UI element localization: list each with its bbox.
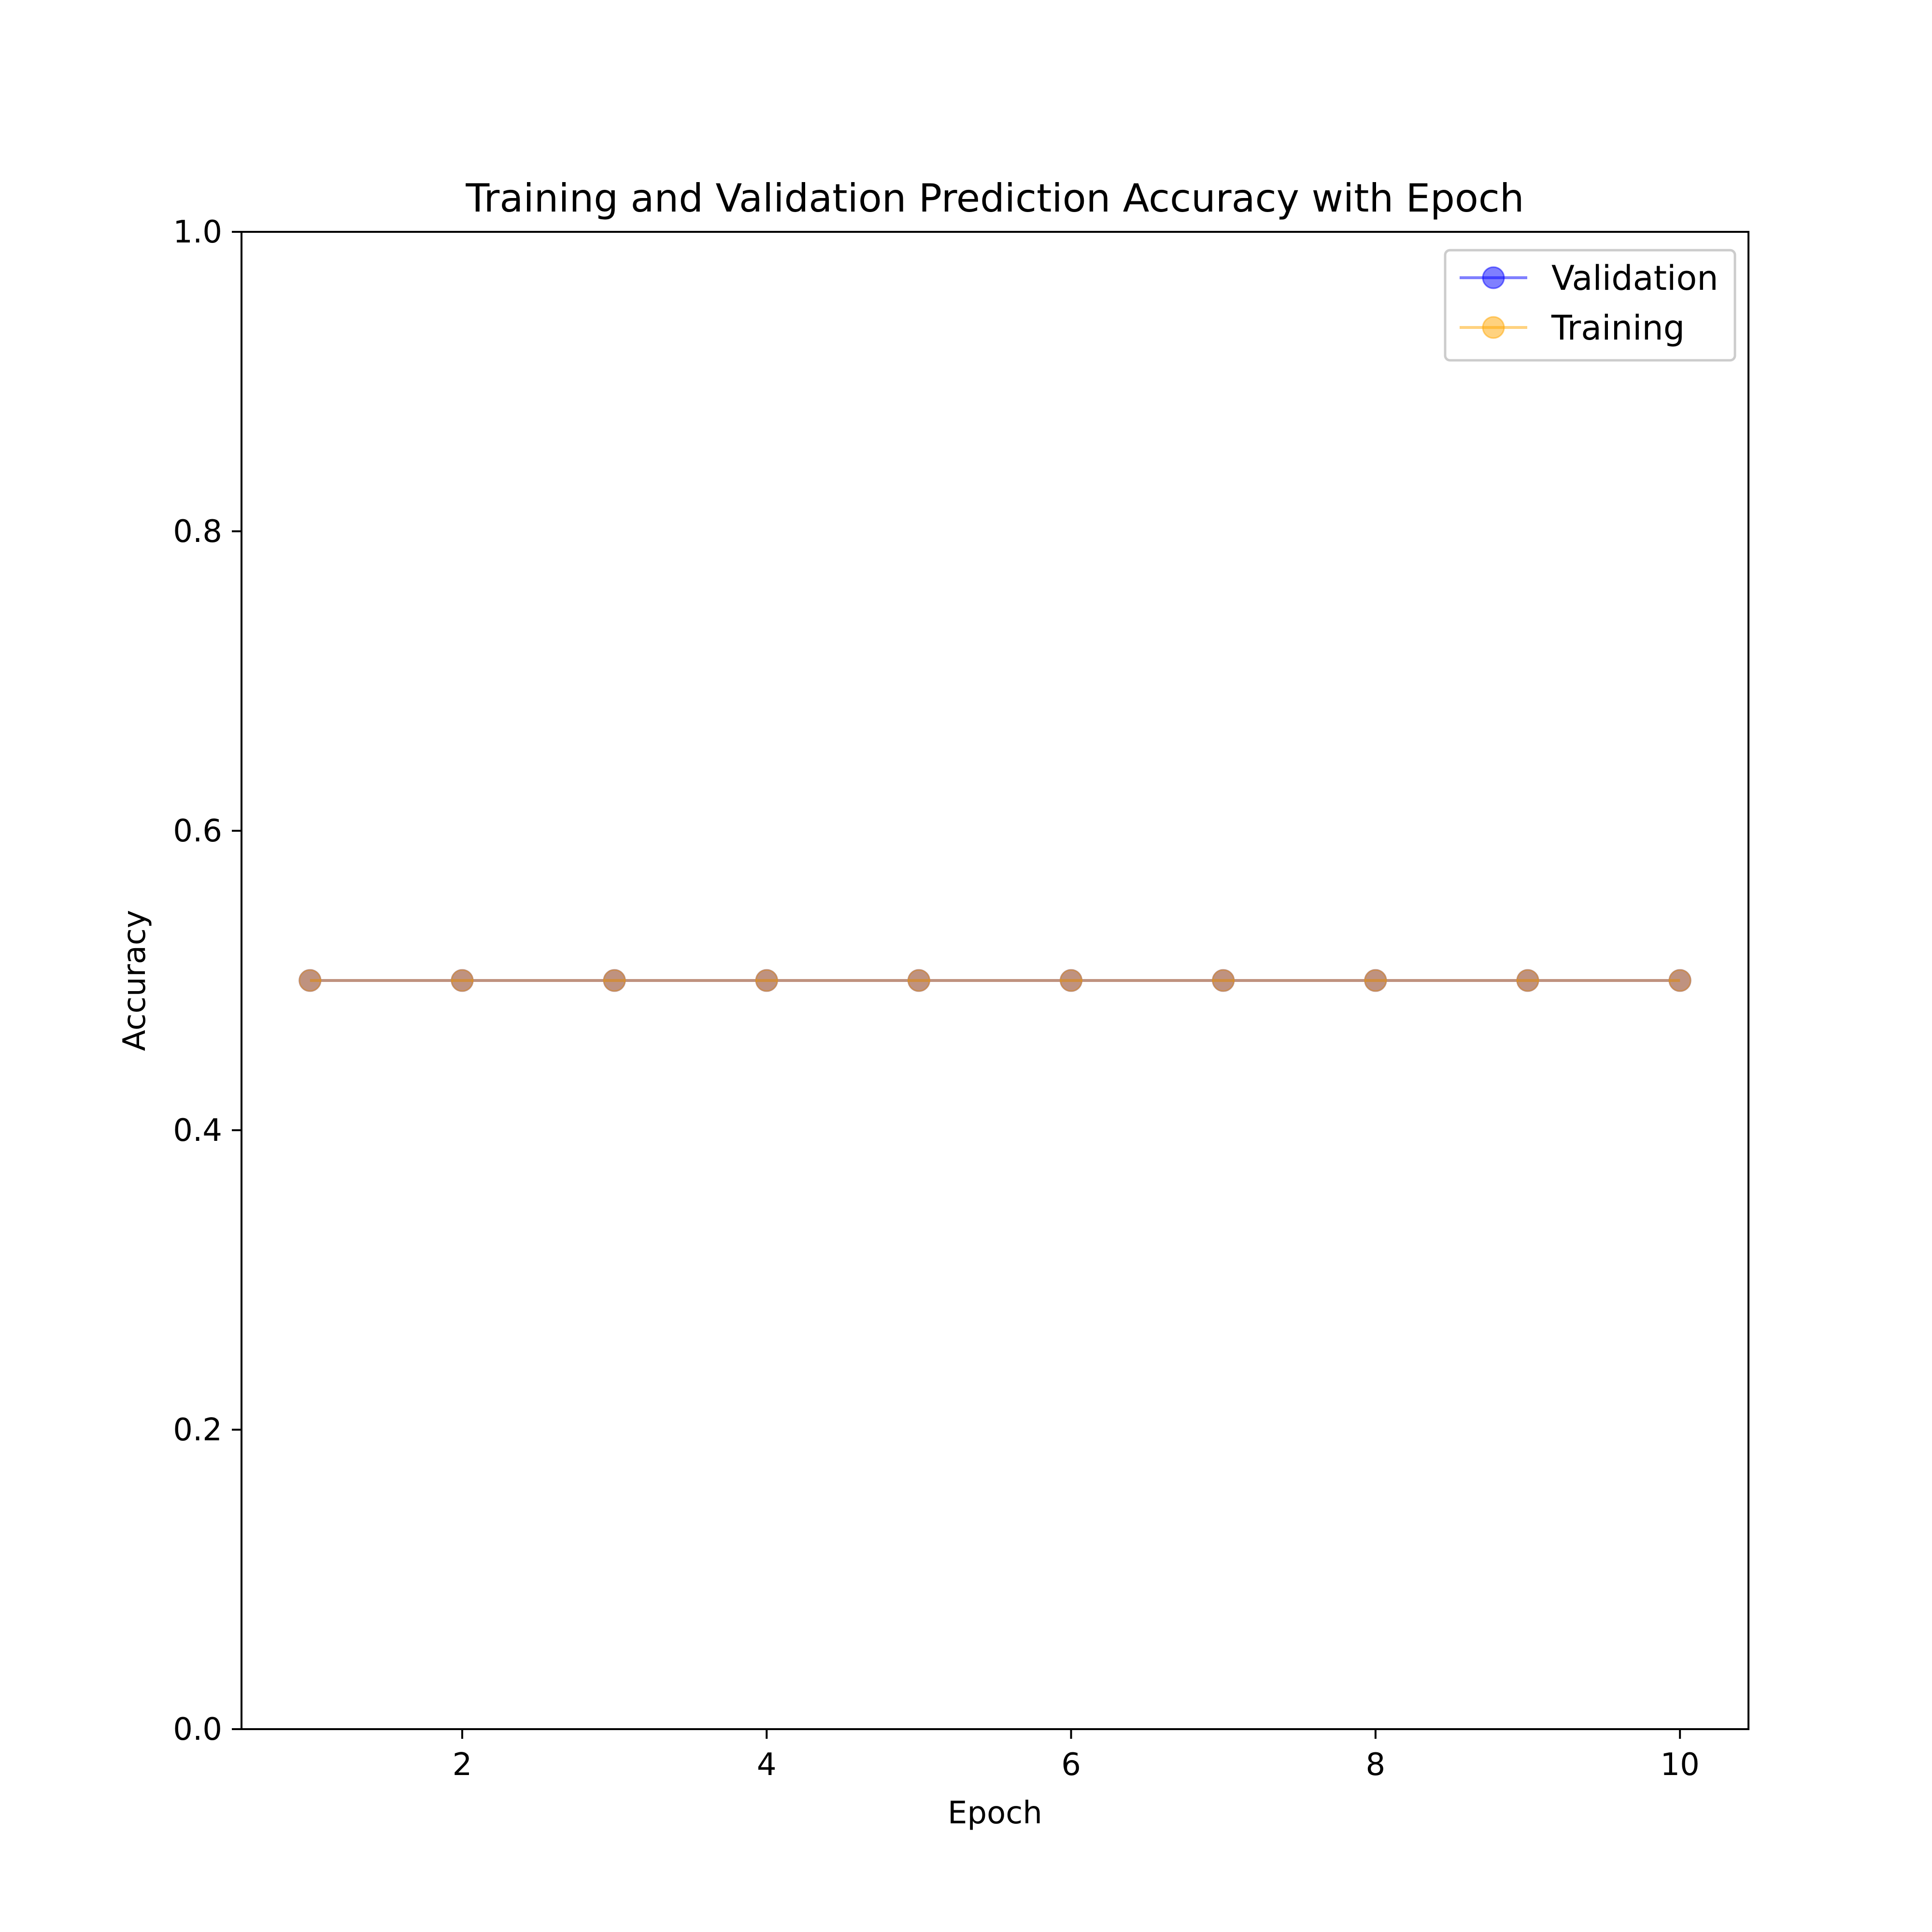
y-axis-label: Accuracy: [117, 910, 153, 1051]
data-point-training: [603, 969, 626, 992]
x-axis: 2 4 6 8 10: [453, 1729, 1700, 1783]
plot-area: [241, 231, 1749, 1730]
y-tick-label: 0.4: [173, 1113, 222, 1149]
x-axis-label: Epoch: [948, 1795, 1042, 1831]
x-tick-label: 8: [1366, 1747, 1386, 1783]
data-point-training: [1668, 969, 1691, 992]
x-tick-label: 4: [757, 1747, 777, 1783]
data-point-training: [1060, 969, 1083, 992]
y-tick-label: 0.8: [173, 514, 222, 550]
y-tick-label: 0.0: [173, 1712, 222, 1747]
legend-label-training: Training: [1551, 308, 1685, 348]
y-tick-label: 1.0: [173, 214, 222, 250]
legend-marker-validation: [1482, 266, 1505, 289]
data-point-training: [1516, 969, 1539, 992]
data-point-training: [1364, 969, 1387, 992]
y-axis: 0.0 0.2 0.4 0.6 0.8 1.0: [173, 214, 242, 1747]
legend-marker-training: [1482, 316, 1505, 339]
y-tick-label: 0.6: [173, 813, 222, 849]
y-tick-label: 0.2: [173, 1412, 222, 1448]
chart-title: Training and Validation Prediction Accur…: [465, 176, 1524, 221]
legend: Validation Training: [1444, 249, 1736, 362]
data-point-training: [755, 969, 778, 992]
plot-frame: [241, 231, 1749, 1730]
data-point-training: [298, 969, 322, 992]
data-point-training: [451, 969, 474, 992]
x-tick-label: 6: [1061, 1747, 1081, 1783]
data-point-training: [1212, 969, 1235, 992]
data-point-training: [907, 969, 930, 992]
legend-label-validation: Validation: [1551, 258, 1719, 298]
x-tick-label: 10: [1660, 1747, 1699, 1783]
x-tick-label: 2: [453, 1747, 472, 1783]
